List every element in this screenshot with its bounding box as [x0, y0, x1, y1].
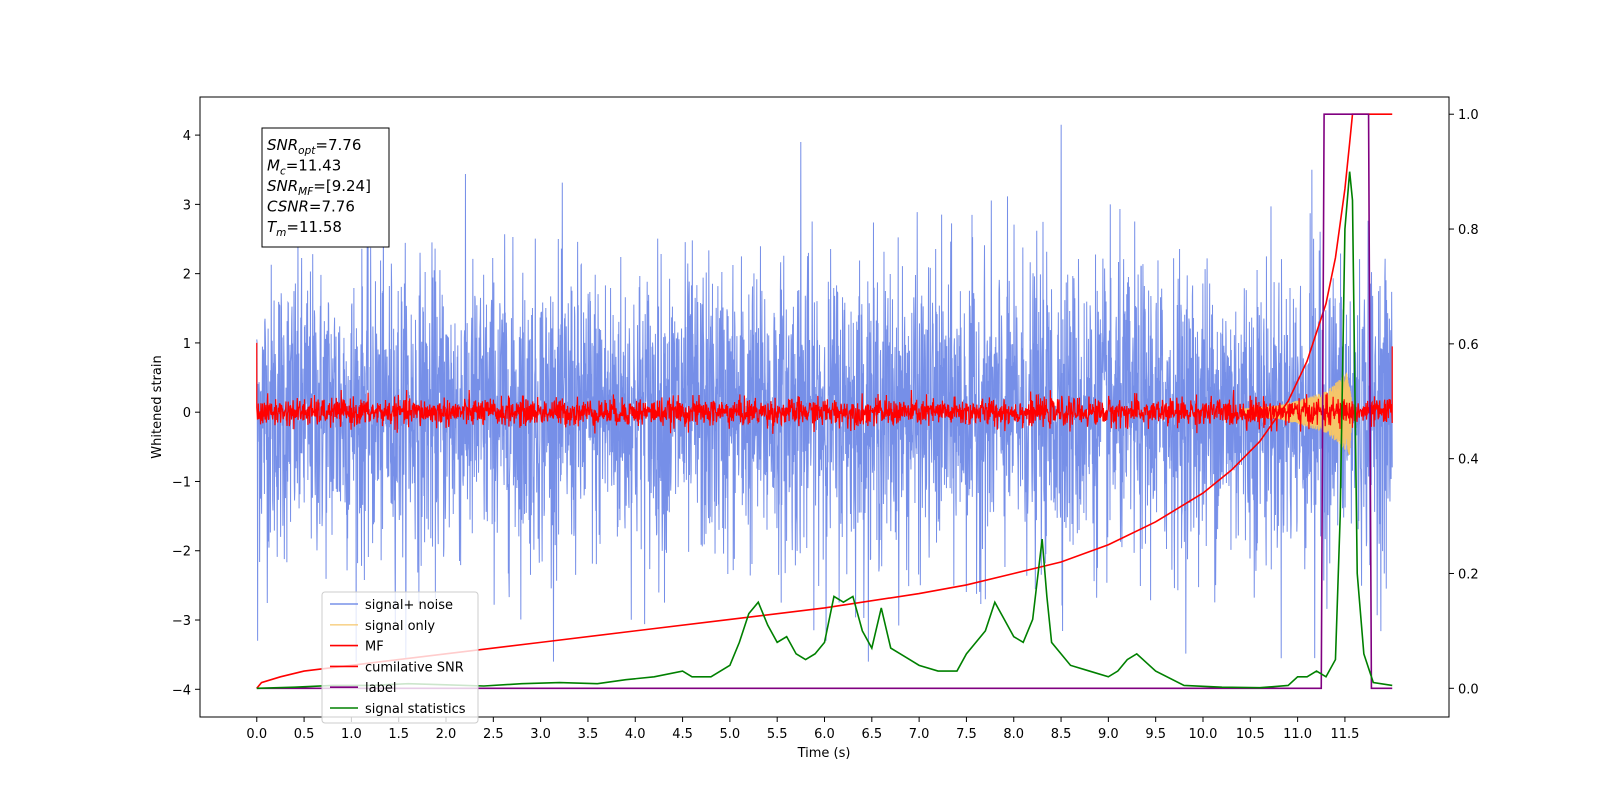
info-line: Tm=11.58	[267, 218, 342, 239]
y-right-tick-label: 0.6	[1458, 338, 1479, 353]
y-tick-label: −1	[172, 475, 191, 490]
series-signal-noise	[256, 124, 1393, 662]
x-tick-label: 8.5	[1051, 727, 1072, 742]
series-label	[256, 113, 1393, 690]
y-tick-label: 3	[183, 198, 191, 213]
series-signal-statistics	[256, 171, 1393, 690]
y-tick-label: −2	[172, 545, 191, 560]
x-axis-label: Time (s)	[797, 746, 851, 761]
x-tick-label: 6.5	[861, 727, 882, 742]
x-tick-label: 3.0	[530, 727, 551, 742]
x-tick-label: 9.5	[1145, 727, 1166, 742]
y-right-tick-label: 1.0	[1458, 108, 1479, 123]
legend-entry-label: signal only	[365, 619, 435, 634]
x-tick-label: 0.5	[294, 727, 315, 742]
x-tick-label: 5.0	[720, 727, 741, 742]
y-right-tick-label: 0.4	[1458, 453, 1479, 468]
info-line: CSNR=7.76	[267, 198, 355, 216]
legend-entry-label: signal+ noise	[365, 598, 453, 613]
y-axis-right: 1.0 0.8 0.6 0.4 0.2 0.0	[1449, 108, 1479, 697]
x-axis: 0.0 0.5 1.0 1.5 2.0 2.5 3.0 3.5 4.0 4.5 5.0 5.5 6.0 6…	[246, 717, 1359, 742]
y-axis-left: 4 3 2 1 0 −1 −2 −3 −4	[172, 129, 200, 698]
x-tick-label: 1.0	[341, 727, 362, 742]
y-tick-label: 2	[183, 268, 191, 283]
legend-entry-label: label	[365, 681, 396, 696]
legend-entry-label: cumilative SNR	[365, 660, 464, 675]
y-tick-label: 4	[183, 129, 191, 144]
x-tick-label: 1.5	[388, 727, 409, 742]
x-tick-label: 9.0	[1098, 727, 1119, 742]
x-tick-label: 10.0	[1189, 727, 1218, 742]
legend: signal+ noise signal only MF cumilative SNR…	[321, 591, 479, 724]
x-tick-label: 2.0	[436, 727, 457, 742]
x-tick-label: 4.5	[672, 727, 693, 742]
legend-entry-label: signal statistics	[365, 702, 466, 717]
y-tick-label: −4	[172, 683, 191, 698]
info-box-frame	[261, 127, 390, 248]
y-tick-label: 1	[183, 337, 191, 352]
info-line: SNRopt=7.76	[267, 136, 361, 157]
x-tick-label: 5.5	[767, 727, 788, 742]
legend-entry-label: MF	[365, 640, 384, 655]
y-right-tick-label: 0.2	[1458, 567, 1479, 582]
y-tick-label: −3	[172, 614, 191, 629]
x-tick-label: 7.0	[909, 727, 930, 742]
x-tick-label: 4.0	[625, 727, 646, 742]
info-line: Mc=11.43	[267, 157, 341, 178]
info-line: SNRMF=[9.24]	[267, 177, 371, 198]
y-tick-label: 0	[183, 406, 191, 421]
x-tick-label: 2.5	[483, 727, 504, 742]
y-right-tick-label: 0.0	[1458, 682, 1479, 697]
x-tick-label: 0.0	[246, 727, 267, 742]
x-tick-label: 6.0	[814, 727, 835, 742]
info-box: SNRopt=7.76Mc=11.43SNRMF=[9.24]CSNR=7.76…	[261, 127, 390, 248]
x-tick-label: 7.5	[956, 727, 977, 742]
x-tick-label: 3.5	[578, 727, 599, 742]
x-tick-label: 11.5	[1330, 727, 1359, 742]
x-tick-label: 10.5	[1236, 727, 1265, 742]
x-tick-label: 8.0	[1003, 727, 1024, 742]
x-tick-label: 11.0	[1283, 727, 1312, 742]
y-right-tick-label: 0.8	[1458, 223, 1479, 238]
y-axis-label: Whitened strain	[150, 355, 165, 458]
series-mf	[256, 342, 1393, 434]
legend-frame	[321, 591, 479, 724]
